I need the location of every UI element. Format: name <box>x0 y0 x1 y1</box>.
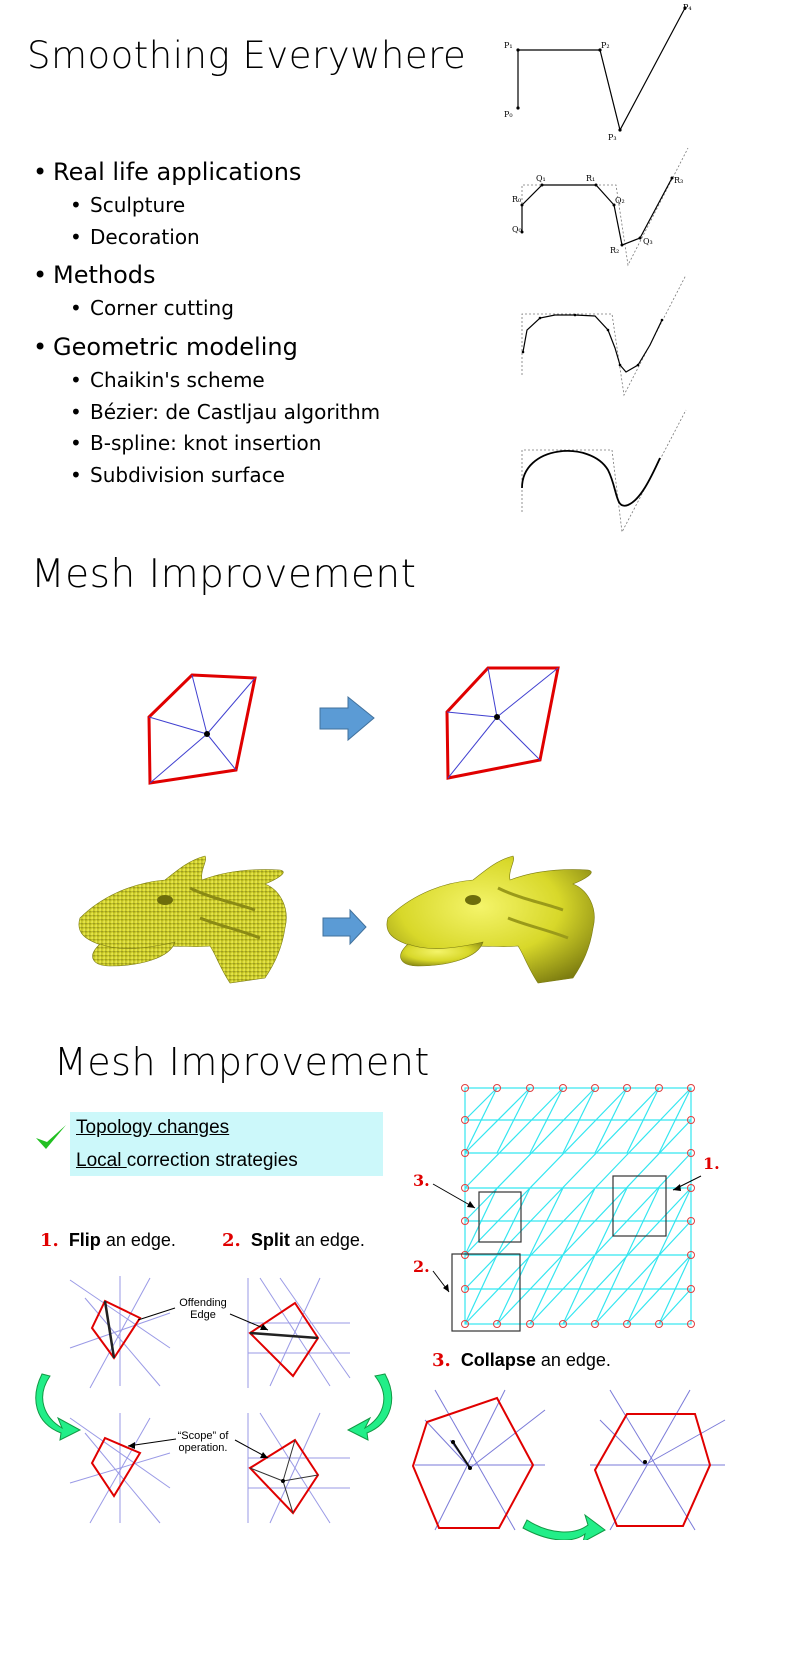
step-split: 2. Split an edge. <box>222 1230 365 1251</box>
label-p4: P₄ <box>683 3 692 12</box>
checkmark-icon <box>36 1125 66 1149</box>
step-number: 1. <box>40 1230 59 1251</box>
collapse-diagram <box>411 1389 726 1540</box>
marker-2: 2. <box>413 1257 430 1276</box>
label-q2: Q₂ <box>615 196 625 205</box>
correction-text: correction strategies <box>126 1150 298 1171</box>
corner-cutting-diagram: P₀ P₁ P₂ P₃ P₄ Q₀ R₀ Q₁ R₁ Q₂ R₂ Q₃ R₃ <box>504 3 692 534</box>
triangle-grid-mesh: 1. 3. 2. <box>413 1084 720 1332</box>
patch-after <box>445 666 560 780</box>
bullet-text: Corner cutting <box>90 296 234 320</box>
bullet-text: Methods <box>53 261 156 289</box>
step-number: 2. <box>222 1230 241 1251</box>
dragon-smooth <box>386 855 595 984</box>
bullet-level1: • Geometric modeling <box>33 333 298 361</box>
step-collapse: 3. Collapse an edge. <box>432 1350 611 1371</box>
label-p2: P₂ <box>601 41 610 50</box>
scope-label: “Scope” of operation. <box>170 1430 236 1454</box>
marker-3: 3. <box>413 1171 430 1190</box>
label-r1: R₁ <box>586 174 595 183</box>
split-after <box>247 1412 350 1524</box>
bullet-level2: • Corner cutting <box>70 296 234 320</box>
flip-after <box>69 1413 171 1524</box>
step-verb: Split <box>250 1230 290 1250</box>
boundary-vertices <box>461 1084 695 1328</box>
bullet-text: Bézier: de Castljau algorithm <box>90 400 381 424</box>
patch-before <box>147 673 257 785</box>
first-cut: Q₀ R₀ Q₁ R₁ Q₂ R₂ Q₃ R₃ <box>512 147 689 267</box>
collapse-before <box>411 1389 546 1531</box>
label-p0: P₀ <box>504 110 513 119</box>
collapse-after <box>590 1389 726 1531</box>
bullet-text: Decoration <box>90 225 200 249</box>
step-flip: 1. Flip an edge. <box>40 1230 176 1251</box>
topology-changes-text: Topology changes <box>76 1117 230 1138</box>
annotation-text: operation. <box>178 1442 228 1454</box>
label-r3: R₃ <box>674 176 683 185</box>
step-verb: Flip <box>68 1230 101 1250</box>
bullet-level2: • Chaikin's scheme <box>70 368 265 392</box>
dragon-rough <box>78 855 287 984</box>
annotation-text: “Scope” of <box>177 1430 229 1442</box>
green-curved-arrow-icon <box>346 1373 393 1441</box>
step-text: an edge. <box>535 1350 611 1370</box>
label-p1: P₁ <box>504 41 513 50</box>
mesh-smoothing-diagram <box>147 666 560 785</box>
bullet-level2: • Subdivision surface <box>70 463 285 487</box>
highlight-line-1: Topology changes <box>76 1117 229 1139</box>
highlight-line-2: Local correction strategies <box>76 1150 298 1172</box>
label-r0: R₀ <box>512 195 521 204</box>
step-number: 3. <box>432 1350 451 1371</box>
green-curved-arrow-icon <box>35 1373 82 1441</box>
bullet-level2: • Sculpture <box>70 193 186 217</box>
label-r2: R₂ <box>610 246 619 255</box>
flip-split-diagrams <box>35 1276 393 1524</box>
step-text: an edge. <box>289 1230 365 1250</box>
bullet-text: Real life applications <box>53 158 302 186</box>
label-q3: Q₃ <box>643 237 653 246</box>
label-p3: P₃ <box>608 133 617 142</box>
bullet-level2: • Decoration <box>70 225 200 249</box>
limit-curve <box>521 409 687 534</box>
bullet-level2: • Bézier: de Castljau algorithm <box>70 400 381 424</box>
bullet-text: Sculpture <box>90 193 186 217</box>
local-text: Local <box>76 1150 127 1171</box>
flip-before <box>69 1276 171 1389</box>
dragon-mesh-illustration <box>78 855 595 984</box>
second-cut <box>521 274 687 397</box>
offending-edge-label: Offending Edge <box>170 1297 236 1321</box>
bullet-level2: • B-spline: knot insertion <box>70 431 322 455</box>
highlight-box <box>70 1112 383 1176</box>
bullet-text: B-spline: knot insertion <box>90 431 322 455</box>
right-arrow-icon <box>319 695 375 742</box>
right-arrow-icon <box>322 908 367 946</box>
label-q0: Q₀ <box>512 225 522 234</box>
annotation-text: Offending <box>179 1297 227 1309</box>
slide-title: Mesh Improvement <box>31 552 417 597</box>
bullet-text: Subdivision surface <box>90 463 285 487</box>
label-q1: Q₁ <box>536 174 546 183</box>
step-verb: Collapse <box>460 1350 536 1370</box>
slide-title: Smoothing Everywhere <box>27 34 467 77</box>
slide-title: Mesh Improvement <box>54 1040 430 1084</box>
bullet-level1: • Methods <box>33 261 156 289</box>
marker-1: 1. <box>703 1154 720 1173</box>
split-before <box>247 1277 351 1388</box>
bullet-text: Chaikin's scheme <box>90 368 265 392</box>
control-polygon: P₀ P₁ P₂ P₃ P₄ <box>504 3 692 142</box>
bullet-text: Geometric modeling <box>53 333 298 361</box>
bullet-level1: • Real life applications <box>33 158 302 186</box>
green-curved-arrow-icon <box>522 1513 606 1540</box>
step-text: an edge. <box>100 1230 176 1250</box>
annotation-text: Edge <box>190 1309 216 1321</box>
